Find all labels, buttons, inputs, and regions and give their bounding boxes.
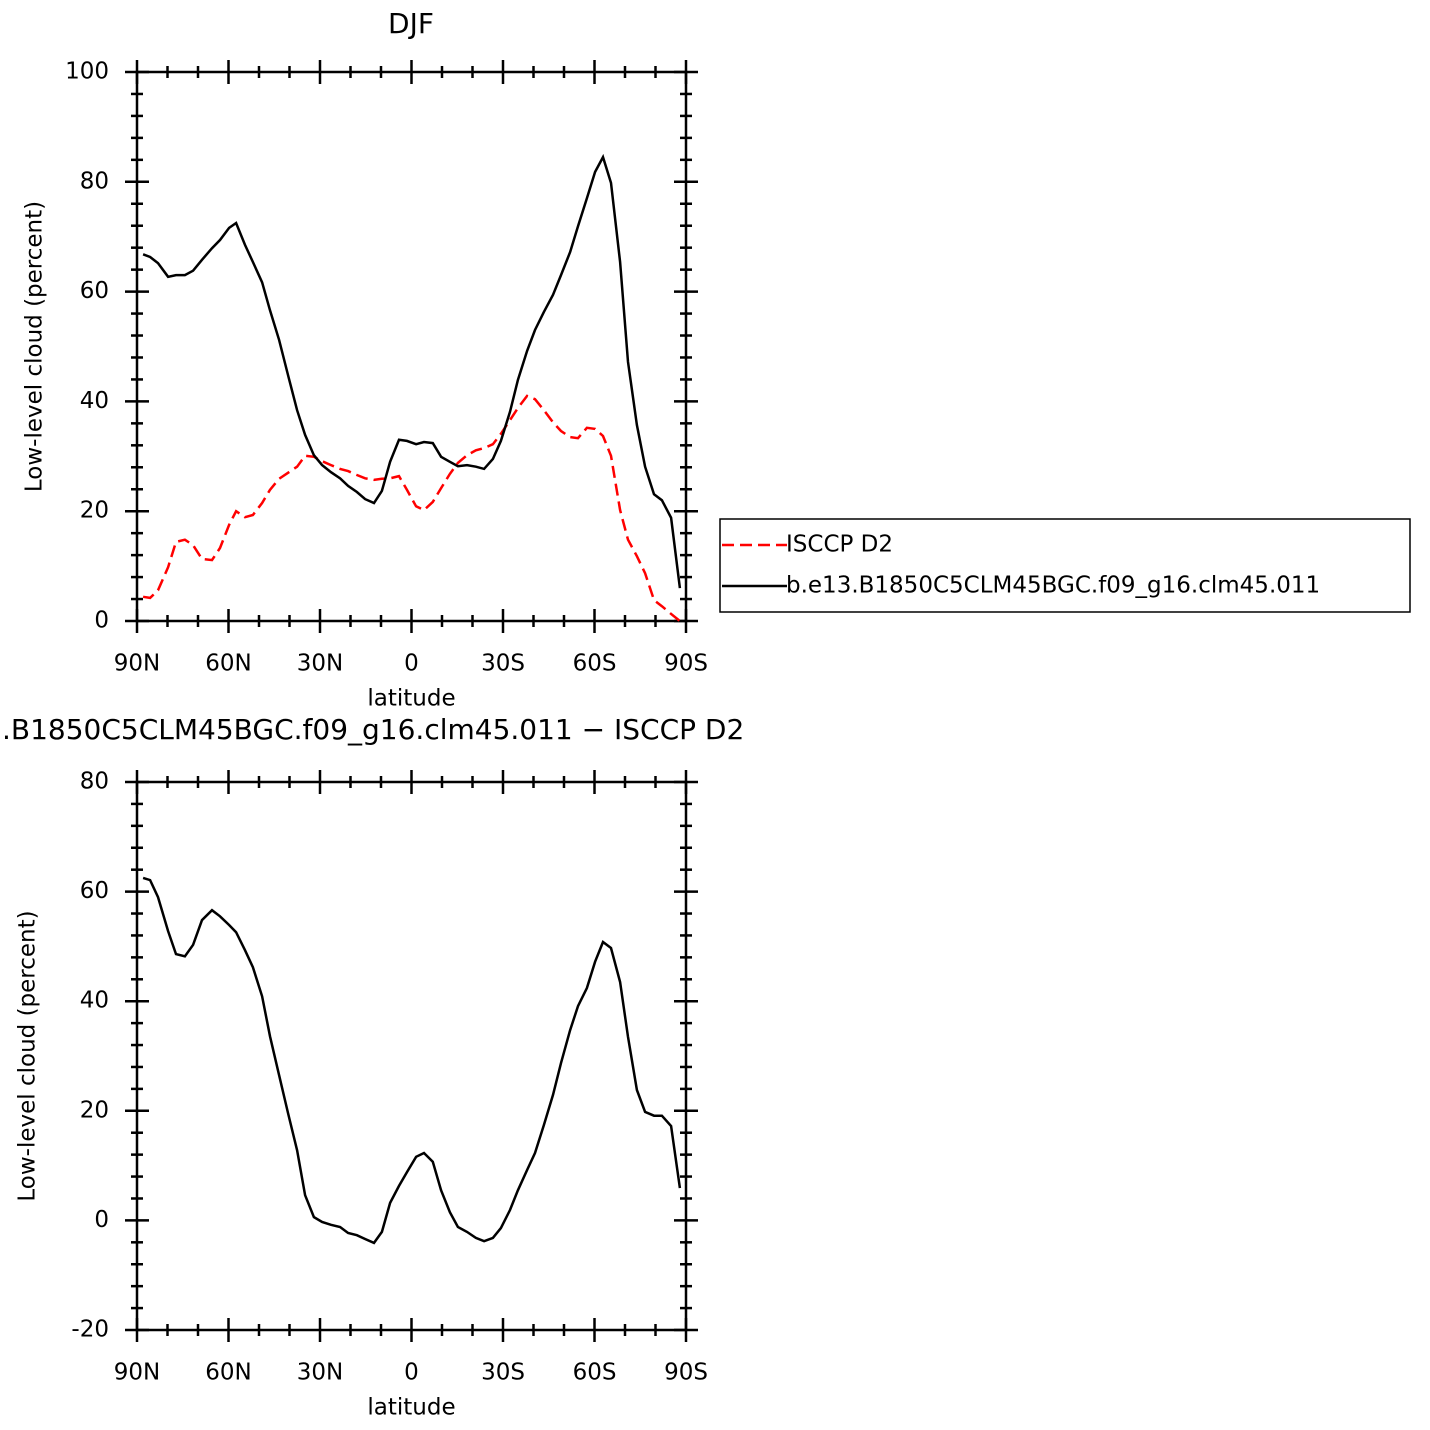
y-axis-label: Low-level cloud (percent)	[15, 910, 41, 1201]
legend-box	[719, 518, 1411, 613]
x-tick-label: 90N	[114, 1360, 160, 1386]
x-tick-label: 0	[404, 1360, 419, 1386]
x-tick-label: 30S	[481, 1360, 525, 1386]
legend-label: ISCCP D2	[786, 532, 893, 558]
y-tick-label: 40	[80, 988, 109, 1014]
y-tick-label: 0	[94, 608, 109, 634]
x-tick-label: 0	[404, 651, 419, 677]
x-tick-label: 90N	[114, 651, 160, 677]
y-tick-label: 0	[94, 1207, 109, 1233]
x-tick-label: 30N	[297, 1360, 343, 1386]
plot-frame	[135, 70, 688, 623]
y-tick-label: 60	[80, 878, 109, 904]
x-tick-label: 90S	[664, 651, 708, 677]
y-tick-label: 100	[65, 59, 109, 85]
data-line	[142, 394, 681, 622]
x-axis-label: latitude	[367, 1395, 455, 1421]
x-axis-label: latitude	[367, 686, 455, 712]
x-tick-label: 60N	[205, 1360, 251, 1386]
x-tick-label: 60S	[573, 1360, 617, 1386]
y-tick-label: 20	[80, 498, 109, 524]
chart-title: DJF	[388, 7, 434, 40]
y-tick-label: 40	[80, 388, 109, 414]
y-tick-label: 60	[80, 278, 109, 304]
chart-title: .B1850C5CLM45BGC.f09_g16.clm45.011 − ISC…	[2, 713, 744, 746]
x-tick-label: 60N	[205, 651, 251, 677]
data-line	[142, 153, 682, 589]
legend-label: b.e13.B1850C5CLM45BGC.f09_g16.clm45.011	[786, 573, 1320, 599]
x-tick-label: 60S	[573, 651, 617, 677]
y-tick-label: 80	[80, 168, 109, 194]
plot-frame	[135, 780, 688, 1332]
y-axis-label: Low-level cloud (percent)	[22, 201, 48, 492]
y-tick-label: 20	[80, 1097, 109, 1123]
y-tick-label: -20	[71, 1317, 109, 1343]
x-tick-label: 30S	[481, 651, 525, 677]
data-line	[142, 876, 682, 1245]
y-tick-label: 80	[80, 769, 109, 795]
x-tick-label: 30N	[297, 651, 343, 677]
x-tick-label: 90S	[664, 1360, 708, 1386]
